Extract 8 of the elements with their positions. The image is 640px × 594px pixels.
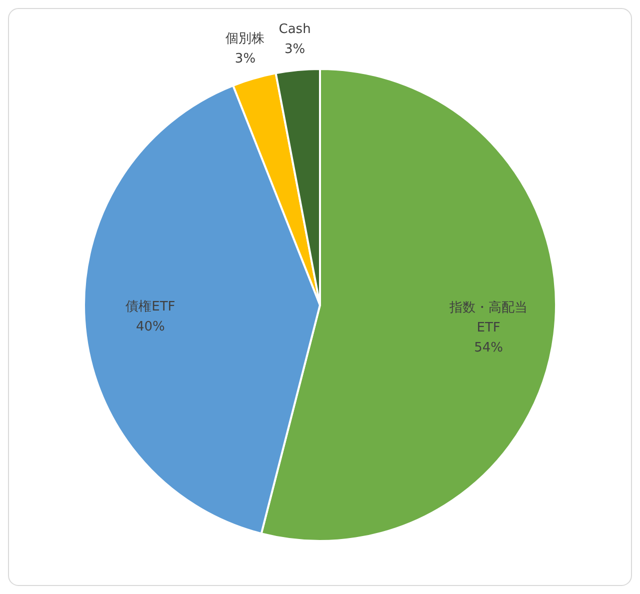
slice-label: 個別株 xyxy=(226,32,265,47)
data-label: 3% xyxy=(234,52,256,67)
slice-label: 指数・高配当ETF xyxy=(448,299,528,336)
slice-label: Cash xyxy=(278,22,311,38)
data-label: 54% xyxy=(474,340,504,356)
slice-label: 債権ETF xyxy=(126,300,176,315)
data-label: 40% xyxy=(136,320,165,335)
data-label: 3% xyxy=(284,42,306,58)
